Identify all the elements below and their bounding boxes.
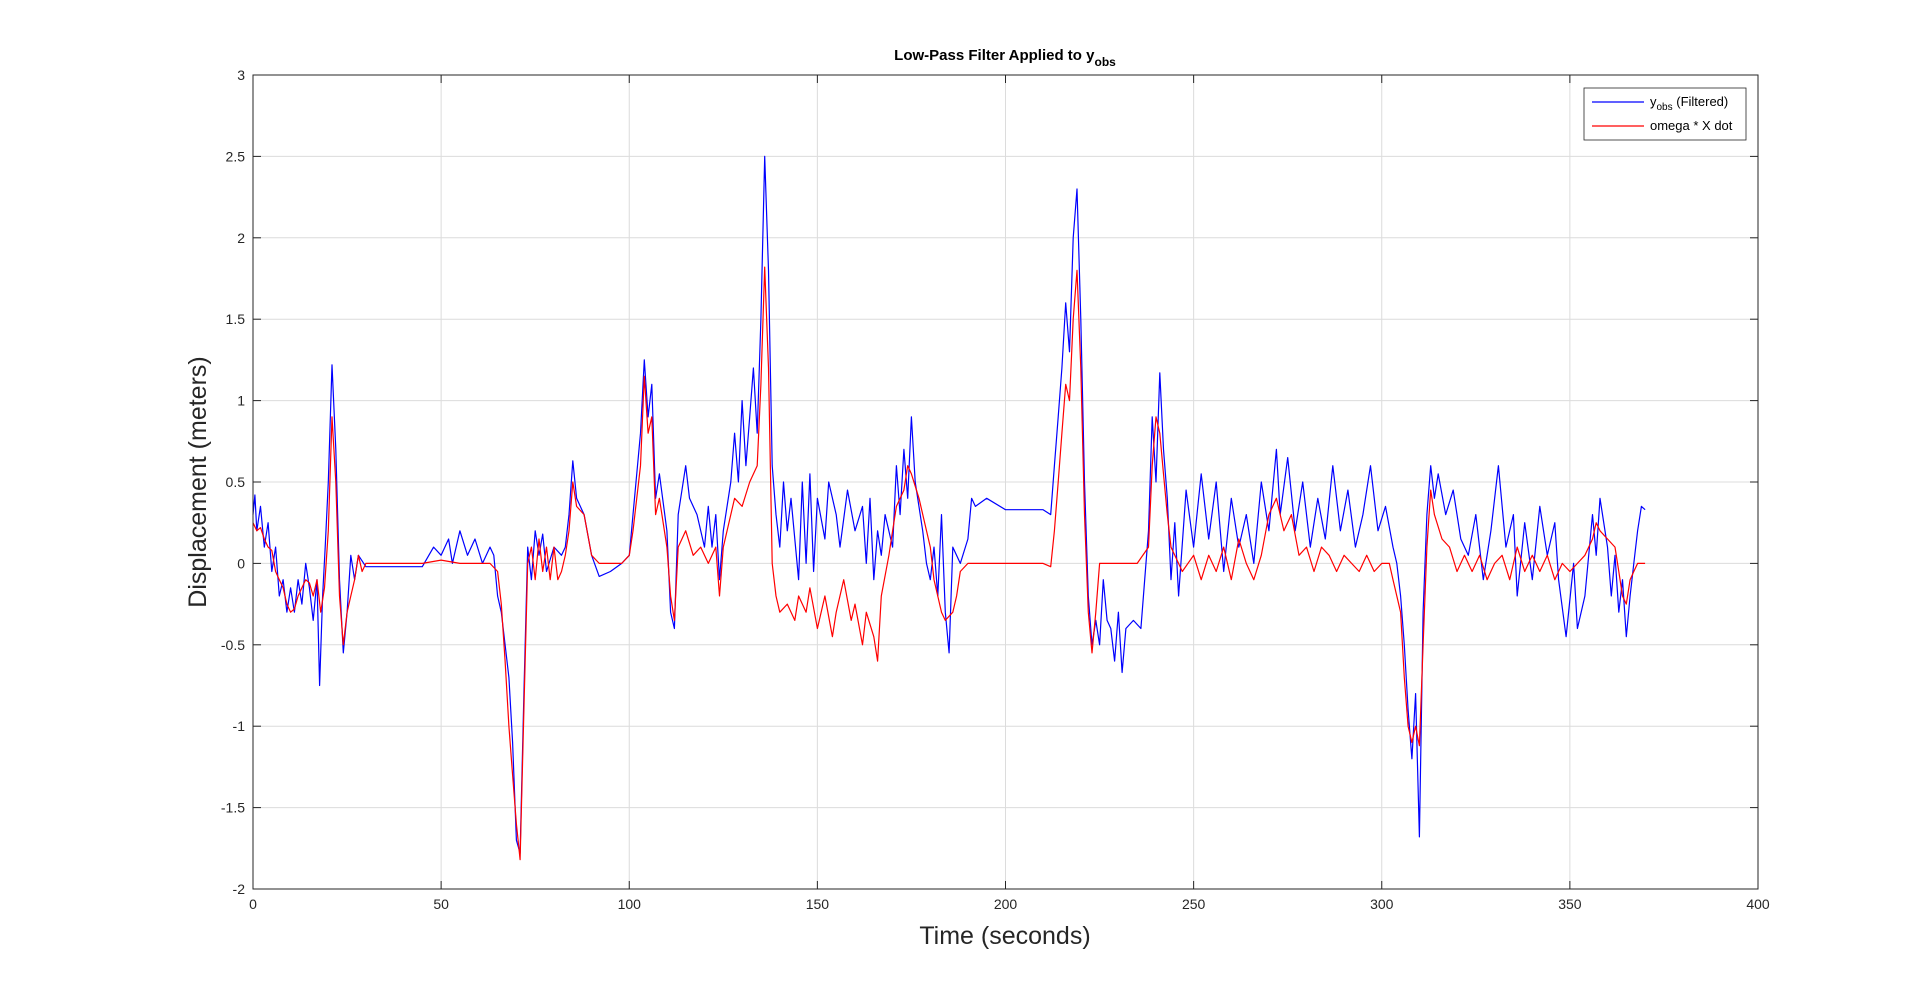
- y-tick-label: -2: [233, 881, 246, 897]
- y-tick-label: 3: [237, 67, 245, 83]
- series-layer: [252, 155, 1646, 861]
- legend-label-0-main: y: [1650, 94, 1657, 109]
- series-line-0: [252, 155, 1646, 854]
- y-tick-label: 2.5: [226, 148, 246, 164]
- ticks: 0 50 100 150 200 250 300 350 400 3 2.5 2 1.5 1 0.5 0 -0.…: [221, 67, 1770, 912]
- chart-title-sub: obs: [1094, 55, 1116, 69]
- x-tick-label: 400: [1746, 896, 1770, 912]
- legend: yobs (Filtered) omega * X dot: [1583, 87, 1747, 141]
- legend-label-0-sub: obs: [1657, 102, 1673, 113]
- grid: [253, 75, 1758, 889]
- series-line-1: [252, 266, 1646, 861]
- x-tick-label: 50: [433, 896, 449, 912]
- chart-title-main: Low-Pass Filter Applied to y: [894, 47, 1095, 64]
- x-axis-label: Time (seconds): [919, 922, 1090, 950]
- y-tick-label: 2: [237, 230, 245, 246]
- y-tick-label: 1: [237, 393, 245, 409]
- y-axis-label: Displacement (meters): [184, 356, 212, 607]
- x-tick-label: 100: [618, 896, 642, 912]
- legend-label-1: omega * X dot: [1650, 118, 1733, 133]
- y-tick-label: 0.5: [226, 474, 246, 490]
- legend-label-0-suffix: (Filtered): [1673, 94, 1729, 109]
- x-tick-label: 200: [994, 896, 1018, 912]
- y-tick-label: -1.5: [221, 800, 245, 816]
- x-tick-label: 300: [1370, 896, 1394, 912]
- chart-title: Low-Pass Filter Applied to yobs: [894, 47, 1116, 69]
- x-tick-label: 150: [806, 896, 830, 912]
- y-tick-label: -0.5: [221, 637, 245, 653]
- y-tick-label: 0: [237, 555, 245, 571]
- legend-label-1-main: omega * X dot: [1650, 118, 1733, 133]
- x-tick-label: 0: [249, 896, 257, 912]
- x-tick-label: 250: [1182, 896, 1206, 912]
- legend-box: [1583, 87, 1747, 141]
- y-tick-label: 1.5: [226, 311, 246, 327]
- y-tick-label: -1: [233, 718, 246, 734]
- x-tick-label: 350: [1558, 896, 1582, 912]
- legend-label-0: yobs (Filtered): [1650, 94, 1728, 113]
